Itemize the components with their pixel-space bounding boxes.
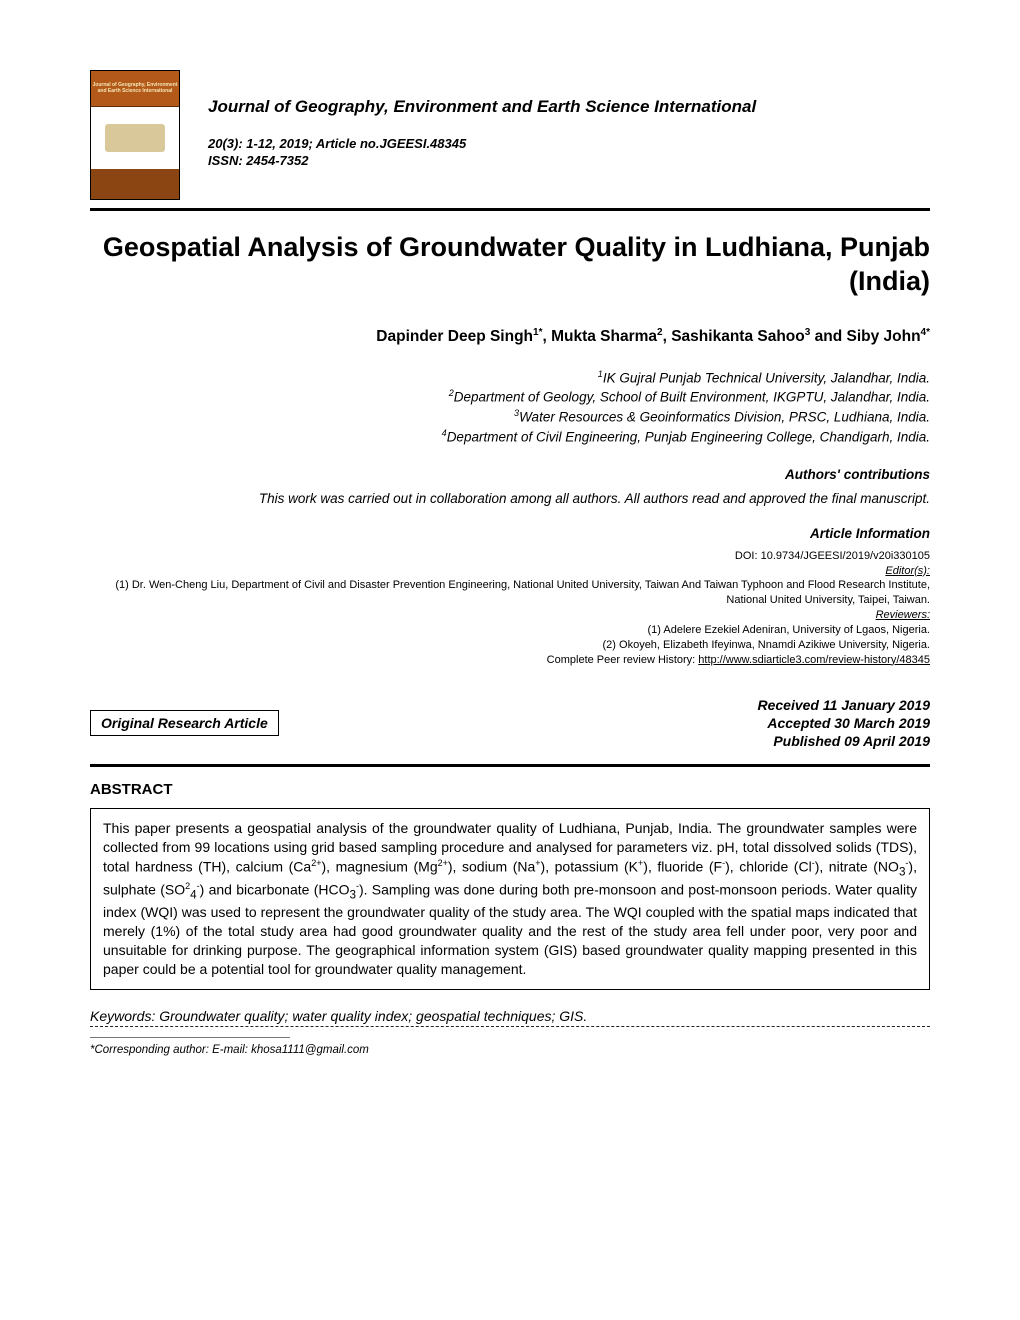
affiliation-1: IK Gujral Punjab Technical University, J… bbox=[603, 370, 930, 385]
corresponding-author: *Corresponding author: E-mail: khosa1111… bbox=[90, 1044, 930, 1056]
affiliation-2: Department of Geology, School of Built E… bbox=[454, 390, 930, 405]
affiliation-4: Department of Civil Engineering, Punjab … bbox=[447, 429, 930, 444]
keywords: Keywords: Groundwater quality; water qua… bbox=[90, 1008, 930, 1024]
article-title: Geospatial Analysis of Groundwater Quali… bbox=[90, 231, 930, 299]
rule-top bbox=[90, 208, 930, 211]
cover-title: Journal of Geography, Environment and Ea… bbox=[91, 83, 179, 94]
history-prefix: Complete Peer review History: bbox=[547, 654, 699, 666]
keywords-rule bbox=[90, 1026, 930, 1027]
affiliations: 1IK Gujral Punjab Technical University, … bbox=[90, 368, 930, 447]
journal-name: Journal of Geography, Environment and Ea… bbox=[208, 96, 930, 118]
abstract-box: This paper presents a geospatial analysi… bbox=[90, 808, 930, 990]
article-info-label: Article Information bbox=[90, 526, 930, 541]
article-type-box: Original Research Article bbox=[90, 710, 279, 736]
header: Journal of Geography, Environment and Ea… bbox=[90, 70, 930, 200]
dates-block: Received 11 January 2019 Accepted 30 Mar… bbox=[757, 696, 930, 751]
doi: DOI: 10.9734/JGEESI/2019/v20i330105 bbox=[735, 550, 930, 562]
rule-mid bbox=[90, 764, 930, 767]
cover-image-placeholder bbox=[105, 124, 165, 152]
article-info-body: DOI: 10.9734/JGEESI/2019/v20i330105 Edit… bbox=[90, 549, 930, 668]
issue-line: 20(3): 1-12, 2019; Article no.JGEESI.483… bbox=[208, 136, 930, 153]
accepted-date: Accepted 30 March 2019 bbox=[767, 715, 930, 731]
abstract-label: ABSTRACT bbox=[90, 781, 930, 798]
contributions-label: Authors' contributions bbox=[90, 467, 930, 482]
reviewer-1: (1) Adelere Ezekiel Adeniran, University… bbox=[648, 624, 930, 636]
affiliation-3: Water Resources & Geoinformatics Divisio… bbox=[519, 410, 930, 425]
footnote-rule bbox=[90, 1037, 290, 1038]
editor-1: (1) Dr. Wen-Cheng Liu, Department of Civ… bbox=[115, 579, 930, 606]
journal-cover-thumbnail: Journal of Geography, Environment and Ea… bbox=[90, 70, 180, 200]
history-link[interactable]: http://www.sdiarticle3.com/review-histor… bbox=[698, 654, 930, 666]
dates-row: Original Research Article Received 11 Ja… bbox=[90, 696, 930, 751]
reviewers-label: Reviewers: bbox=[876, 609, 930, 621]
published-date: Published 09 April 2019 bbox=[773, 733, 930, 749]
authors: Dapinder Deep Singh1*, Mukta Sharma2, Sa… bbox=[90, 327, 930, 346]
contributions-text: This work was carried out in collaborati… bbox=[90, 490, 930, 508]
journal-meta: Journal of Geography, Environment and Ea… bbox=[208, 70, 930, 170]
received-date: Received 11 January 2019 bbox=[757, 697, 930, 713]
issn-line: ISSN: 2454-7352 bbox=[208, 153, 930, 170]
reviewer-2: (2) Okoyeh, Elizabeth Ifeyinwa, Nnamdi A… bbox=[603, 639, 930, 651]
editors-label: Editor(s): bbox=[885, 565, 930, 577]
